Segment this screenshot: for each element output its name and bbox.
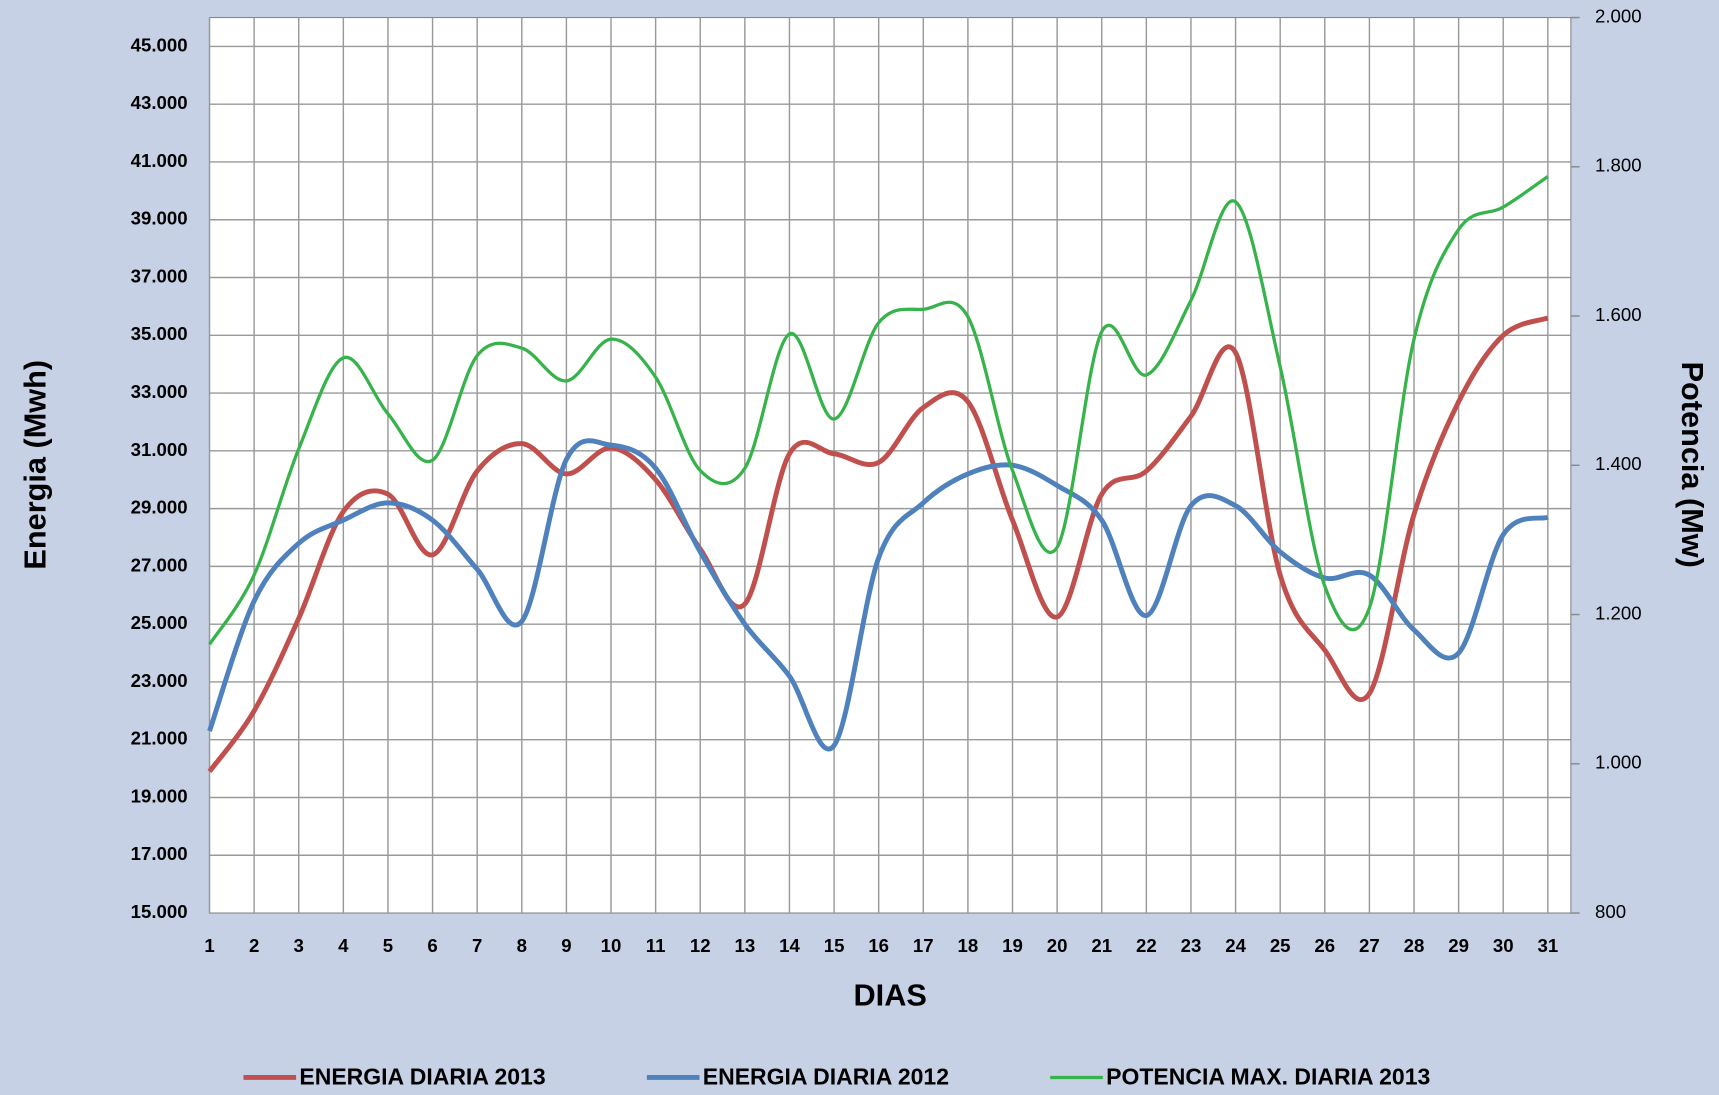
y-tick-label: 23.000 — [131, 670, 188, 691]
y-tick-label: 31.000 — [131, 439, 188, 460]
x-tick-label: 2 — [249, 935, 259, 956]
series-line — [207, 315, 1549, 773]
series-line — [208, 175, 1549, 646]
x-tick-label: 6 — [427, 935, 437, 956]
x-tick-label: 7 — [472, 935, 482, 956]
y-tick-label: 45.000 — [131, 34, 188, 55]
x-tick-label: 31 — [1537, 935, 1558, 956]
y-tick-label: 27.000 — [131, 554, 188, 575]
x-tick-label: 23 — [1181, 935, 1202, 956]
legend-label: POTENCIA MAX. DIARIA 2013 — [1106, 1064, 1430, 1090]
legend-label: ENERGIA DIARIA 2012 — [703, 1064, 949, 1090]
x-tick-label: 24 — [1225, 935, 1246, 956]
y-tick-label: 37.000 — [131, 265, 188, 286]
y2-tick-label: 1.800 — [1595, 155, 1642, 176]
x-tick-label: 26 — [1314, 935, 1335, 956]
x-tick-label: 18 — [958, 935, 979, 956]
plot-area — [208, 16, 1572, 914]
x-tick-label: 3 — [294, 935, 304, 956]
y2-tick-label: 1.000 — [1595, 752, 1642, 773]
x-tick-label: 12 — [690, 935, 711, 956]
y-tick-label: 17.000 — [131, 843, 188, 864]
y2-tick-label: 800 — [1595, 901, 1626, 922]
y-tick-label: 15.000 — [131, 901, 188, 922]
x-tick-label: 10 — [601, 935, 622, 956]
x-tick-label: 8 — [517, 935, 527, 956]
y2-axis-title: Potencia (Mw) — [1675, 362, 1710, 568]
y2-tick-label: 1.600 — [1595, 304, 1642, 325]
y-tick-label: 29.000 — [131, 497, 188, 518]
y2-tick-label: 2.000 — [1595, 5, 1642, 26]
x-tick-label: 20 — [1047, 935, 1068, 956]
x-tick-label: 13 — [734, 935, 755, 956]
y-tick-label: 25.000 — [131, 612, 188, 633]
x-tick-label: 25 — [1270, 935, 1291, 956]
x-tick-label: 4 — [338, 935, 349, 956]
x-tick-label: 15 — [824, 935, 845, 956]
x-tick-label: 5 — [383, 935, 393, 956]
y-tick-label: 39.000 — [131, 208, 188, 229]
x-tick-label: 27 — [1359, 935, 1380, 956]
y-tick-label: 33.000 — [131, 381, 188, 402]
x-tick-label: 16 — [868, 935, 889, 956]
x-tick-label: 1 — [204, 935, 214, 956]
y-tick-label: 21.000 — [131, 728, 188, 749]
x-tick-label: 14 — [779, 935, 800, 956]
y-axis-title: Energia (Mwh) — [18, 360, 53, 570]
x-tick-label: 17 — [913, 935, 934, 956]
x-tick-label: 30 — [1493, 935, 1514, 956]
x-tick-label: 9 — [561, 935, 571, 956]
x-axis-title: DIAS — [854, 978, 927, 1013]
y2-tick-label: 1.400 — [1595, 453, 1642, 474]
x-tick-label: 29 — [1448, 935, 1469, 956]
y2-tick-label: 1.200 — [1595, 602, 1642, 623]
x-tick-label: 21 — [1091, 935, 1112, 956]
x-tick-label: 19 — [1002, 935, 1023, 956]
x-tick-label: 22 — [1136, 935, 1157, 956]
y-tick-label: 41.000 — [131, 150, 188, 171]
x-tick-label: 11 — [646, 935, 666, 956]
y-tick-label: 35.000 — [131, 323, 188, 344]
x-tick-label: 28 — [1404, 935, 1425, 956]
y-tick-label: 19.000 — [131, 785, 188, 806]
legend-label: ENERGIA DIARIA 2013 — [299, 1064, 545, 1090]
y-tick-label: 43.000 — [131, 92, 188, 113]
